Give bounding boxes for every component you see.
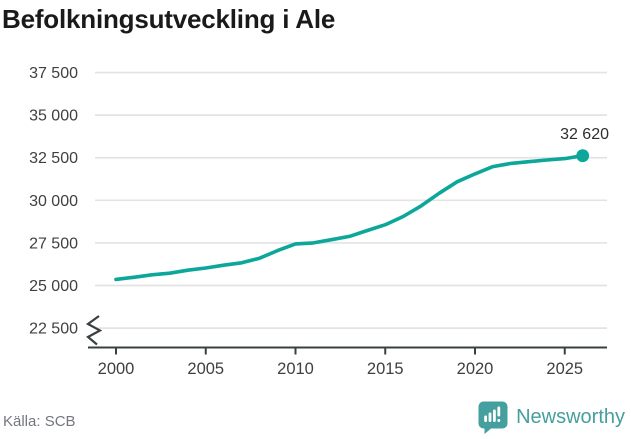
x-tick-label: 2020 bbox=[457, 360, 494, 378]
x-tick-label: 2010 bbox=[277, 360, 314, 378]
y-tick-label: 25 000 bbox=[29, 278, 78, 295]
latest-point-marker bbox=[576, 149, 590, 163]
x-tick-label: 2015 bbox=[367, 360, 404, 378]
y-tick-label: 30 000 bbox=[29, 193, 78, 210]
source-label: Källa: SCB bbox=[3, 413, 76, 430]
chart-title: Befolkningsutveckling i Ale bbox=[2, 4, 336, 34]
newsworthy-logo[interactable]: Newsworthy bbox=[477, 400, 625, 434]
axis-break-icon bbox=[85, 315, 103, 346]
x-tick-label: 2025 bbox=[546, 360, 583, 378]
y-tick-label: 22 500 bbox=[29, 321, 78, 338]
y-tick-label: 37 500 bbox=[29, 65, 78, 82]
y-tick-label: 27 500 bbox=[29, 235, 78, 252]
latest-value-label: 32 620 bbox=[560, 126, 609, 143]
x-tick-label: 2000 bbox=[98, 360, 135, 378]
newsworthy-logo-icon bbox=[478, 401, 508, 434]
newsworthy-wordmark: Newsworthy bbox=[516, 405, 625, 428]
y-tick-label: 32 500 bbox=[29, 150, 78, 167]
y-tick-label: 35 000 bbox=[29, 108, 78, 125]
x-tick-label: 2005 bbox=[187, 360, 224, 378]
population-line bbox=[114, 153, 585, 282]
bar-chart-glyph bbox=[484, 406, 501, 422]
